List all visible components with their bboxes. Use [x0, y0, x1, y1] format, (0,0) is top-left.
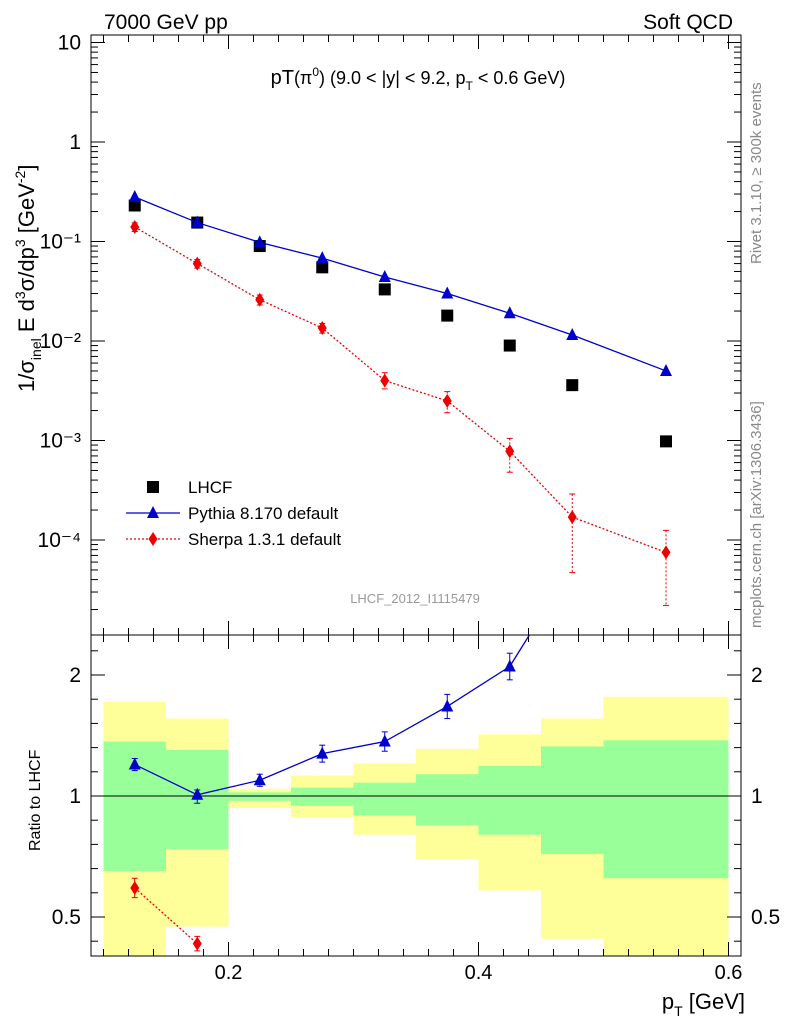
legend-pythia-8-170-default-marker [147, 506, 159, 518]
sherpa-1-3-1-default-point [505, 444, 515, 459]
sherpa-1-3-1-default-point [255, 292, 265, 307]
inner-band-bin [228, 792, 291, 801]
header-process: 7000 GeV pp [104, 11, 228, 34]
ratio-sherpa-1-3-1-default-point [130, 880, 140, 895]
ratio-uncertainty-bands [103, 696, 729, 956]
ratio-pythia-8-170-default-point [316, 746, 329, 759]
ratio-y-tick-label: 2 [69, 664, 81, 687]
inner-band-bin [603, 740, 729, 879]
ratio-y-tick-label-right: 2 [751, 664, 763, 687]
pythia-8-170-default-point [191, 215, 204, 228]
main-y-tick-label: 10 [58, 32, 81, 55]
inner-band-bin [353, 782, 416, 816]
ratio-pythia-8-170-default-point [441, 699, 454, 712]
ratio-y-tick-label: 1 [69, 785, 81, 808]
lhcf-point [503, 339, 516, 352]
legend: LHCF Pythia 8.170 default Sherpa 1.3.1 def… [126, 478, 341, 549]
ratio-pythia-8-170-default-point [253, 773, 266, 786]
main-y-tick-label: 10⁻³ [40, 430, 81, 453]
main-y-tick-label: 1 [69, 131, 81, 154]
ratio-pythia-8-170-default-line [134, 635, 531, 796]
lhcf-point [378, 283, 391, 296]
inner-band-bin [291, 787, 354, 806]
ratio-pythia-8-170-default-point [128, 757, 141, 770]
main-y-tick-label: 10⁻⁴ [38, 529, 81, 552]
sherpa-1-3-1-default-point [130, 219, 140, 234]
inner-band-bin [478, 765, 541, 835]
pythia-8-170-default-point [128, 190, 141, 203]
lhcf-point [660, 435, 672, 448]
analysis-watermark: LHCF_2012_I1115479 [350, 591, 480, 606]
pythia-8-170-default-point [566, 327, 579, 340]
ratio-x-tick-label: 0.6 [715, 962, 743, 984]
legend-sherpa-1-3-1-default-marker [148, 532, 158, 546]
rivet-version-label: Rivet 3.1.10, ≥ 300k events [748, 82, 765, 264]
lhcf-point [316, 261, 329, 274]
pythia-8-170-default-line [134, 196, 667, 372]
plot-title: pT(π0) (9.0 < |y| < 9.2, pT < 0.6 GeV) [271, 65, 566, 93]
ratio-y-tick-label-right: 0.5 [751, 906, 780, 929]
legend-sherpa-1-3-1-default-label: Sherpa 1.3.1 default [188, 530, 341, 549]
pythia-8-170-default-point [316, 251, 329, 264]
pythia-8-170-default-point [441, 286, 454, 299]
ratio-pythia-8-170-default-point [378, 734, 391, 747]
ratio-x-tick-label: 0.2 [215, 962, 243, 984]
lhcf-point [441, 309, 454, 322]
lhcf-point [128, 199, 141, 212]
inner-band-bin [416, 774, 479, 826]
sherpa-1-3-1-default-point [380, 373, 390, 388]
ratio-sherpa-1-3-1-default-point [192, 936, 202, 951]
ratio-sherpa-1-3-1-default-line [134, 887, 198, 945]
pythia-8-170-default-point [660, 363, 672, 376]
sherpa-1-3-1-default-point [567, 510, 577, 525]
sherpa-1-3-1-default-point [192, 256, 202, 271]
main-y-tick-label: 10⁻¹ [40, 231, 81, 254]
mcplots-reference-label: mcplots.cern.ch [arXiv:1306.3436] [748, 401, 765, 628]
legend-lhcf-marker [147, 481, 159, 493]
x-axis-label: pT [GeV] [662, 989, 745, 1019]
sherpa-1-3-1-default-point [442, 393, 452, 408]
sherpa-1-3-1-default-point [317, 321, 327, 336]
legend-lhcf-label: LHCF [188, 478, 232, 497]
pythia-8-170-default-point [253, 235, 266, 248]
lhcf-point [566, 379, 579, 392]
main-y-axis-label: 1/σinel E d3σ/dp3 [GeV-2] [12, 165, 44, 392]
ratio-pythia-8-170-default-point [503, 659, 516, 672]
main-y-tick-label: 10⁻² [40, 330, 81, 353]
inner-band-bin [541, 746, 604, 855]
ratio-y-tick-label: 0.5 [52, 906, 81, 929]
ratio-y-axis-label: Ratio to LHCF [27, 749, 44, 851]
pythia-8-170-default-point [378, 269, 391, 282]
header-category: Soft QCD [643, 11, 733, 34]
pythia-8-170-default-point [503, 306, 516, 319]
sherpa-1-3-1-default-point [661, 545, 671, 560]
ratio-y-tick-label-right: 1 [751, 785, 763, 808]
ratio-x-tick-label: 0.4 [465, 962, 493, 984]
ratio-pythia-8-170-default-point [566, 559, 578, 571]
sherpa-1-3-1-default-line [134, 226, 667, 554]
ratio-pythia-8-170-default-point [191, 787, 204, 800]
legend-pythia-8-170-default-label: Pythia 8.170 default [188, 504, 339, 523]
